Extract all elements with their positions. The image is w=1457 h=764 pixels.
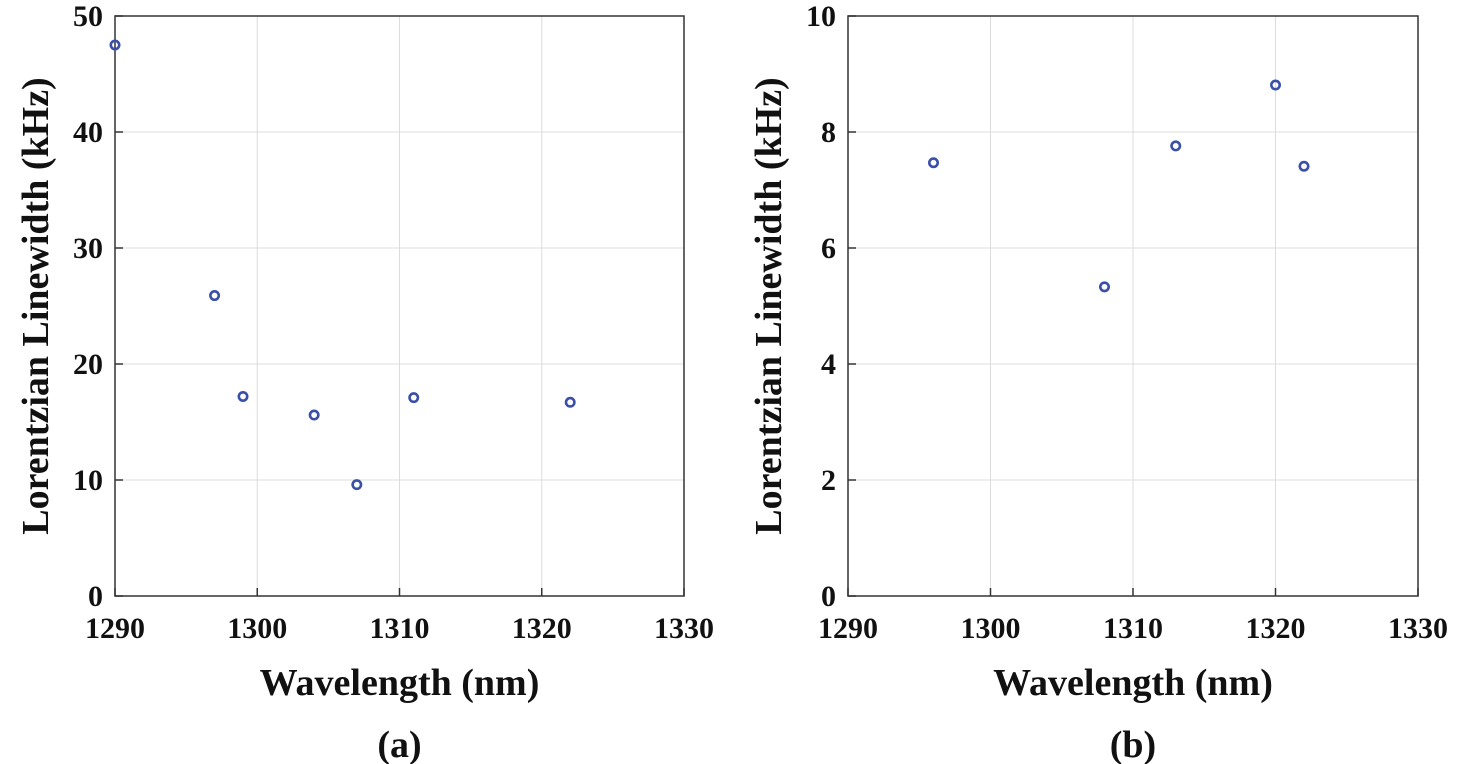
x-tick-label: 1310 — [1103, 612, 1163, 645]
panel-label: (a) — [377, 724, 421, 764]
data-point — [109, 39, 121, 51]
x-tick-label: 1310 — [370, 612, 430, 645]
x-axis-title: Wavelength (nm) — [260, 662, 540, 704]
data-point — [1099, 281, 1111, 293]
y-tick-label: 40 — [73, 116, 103, 149]
x-tick-label: 1300 — [227, 612, 287, 645]
y-tick-label: 20 — [73, 348, 103, 381]
y-tick-label: 8 — [821, 116, 836, 149]
y-tick-label: 4 — [821, 348, 836, 381]
x-tick-label: 1290 — [85, 612, 145, 645]
x-axis-title: Wavelength (nm) — [993, 662, 1273, 704]
y-tick-label: 0 — [821, 580, 836, 613]
y-tick-label: 0 — [88, 580, 103, 613]
y-axis-title: Lorentzian Linewidth (kHz) — [748, 77, 790, 534]
y-tick-label: 6 — [821, 232, 836, 265]
data-point — [1270, 79, 1282, 91]
data-point — [209, 290, 221, 302]
x-tick-label: 1300 — [961, 612, 1021, 645]
y-tick-label: 2 — [821, 464, 836, 497]
data-point — [237, 390, 249, 402]
y-tick-label: 10 — [73, 464, 103, 497]
x-tick-label: 1290 — [818, 612, 878, 645]
y-tick-label: 10 — [806, 0, 836, 33]
x-tick-label: 1320 — [512, 612, 572, 645]
data-point — [408, 392, 420, 404]
data-point — [564, 396, 576, 408]
data-point — [1170, 140, 1182, 152]
data-point — [927, 157, 939, 169]
y-tick-label: 50 — [73, 0, 103, 33]
x-tick-label: 1330 — [1388, 612, 1448, 645]
data-point — [308, 409, 320, 421]
chart-panel-a: 1290 1300 1310 1320 1330 0 10 20 30 40 50 Wavelengt… — [15, 0, 714, 764]
x-tick-label: 1320 — [1246, 612, 1306, 645]
data-point — [1298, 160, 1310, 172]
chart-panel-b: 1290 1300 1310 1320 1330 0 2 4 6 8 10 Wavelength (n… — [748, 0, 1448, 764]
x-tick-label: 1330 — [654, 612, 714, 645]
panel-label: (b) — [1110, 724, 1156, 764]
y-axis-title: Lorentzian Linewidth (kHz) — [15, 77, 57, 534]
y-tick-label: 30 — [73, 232, 103, 265]
data-point — [351, 479, 363, 491]
